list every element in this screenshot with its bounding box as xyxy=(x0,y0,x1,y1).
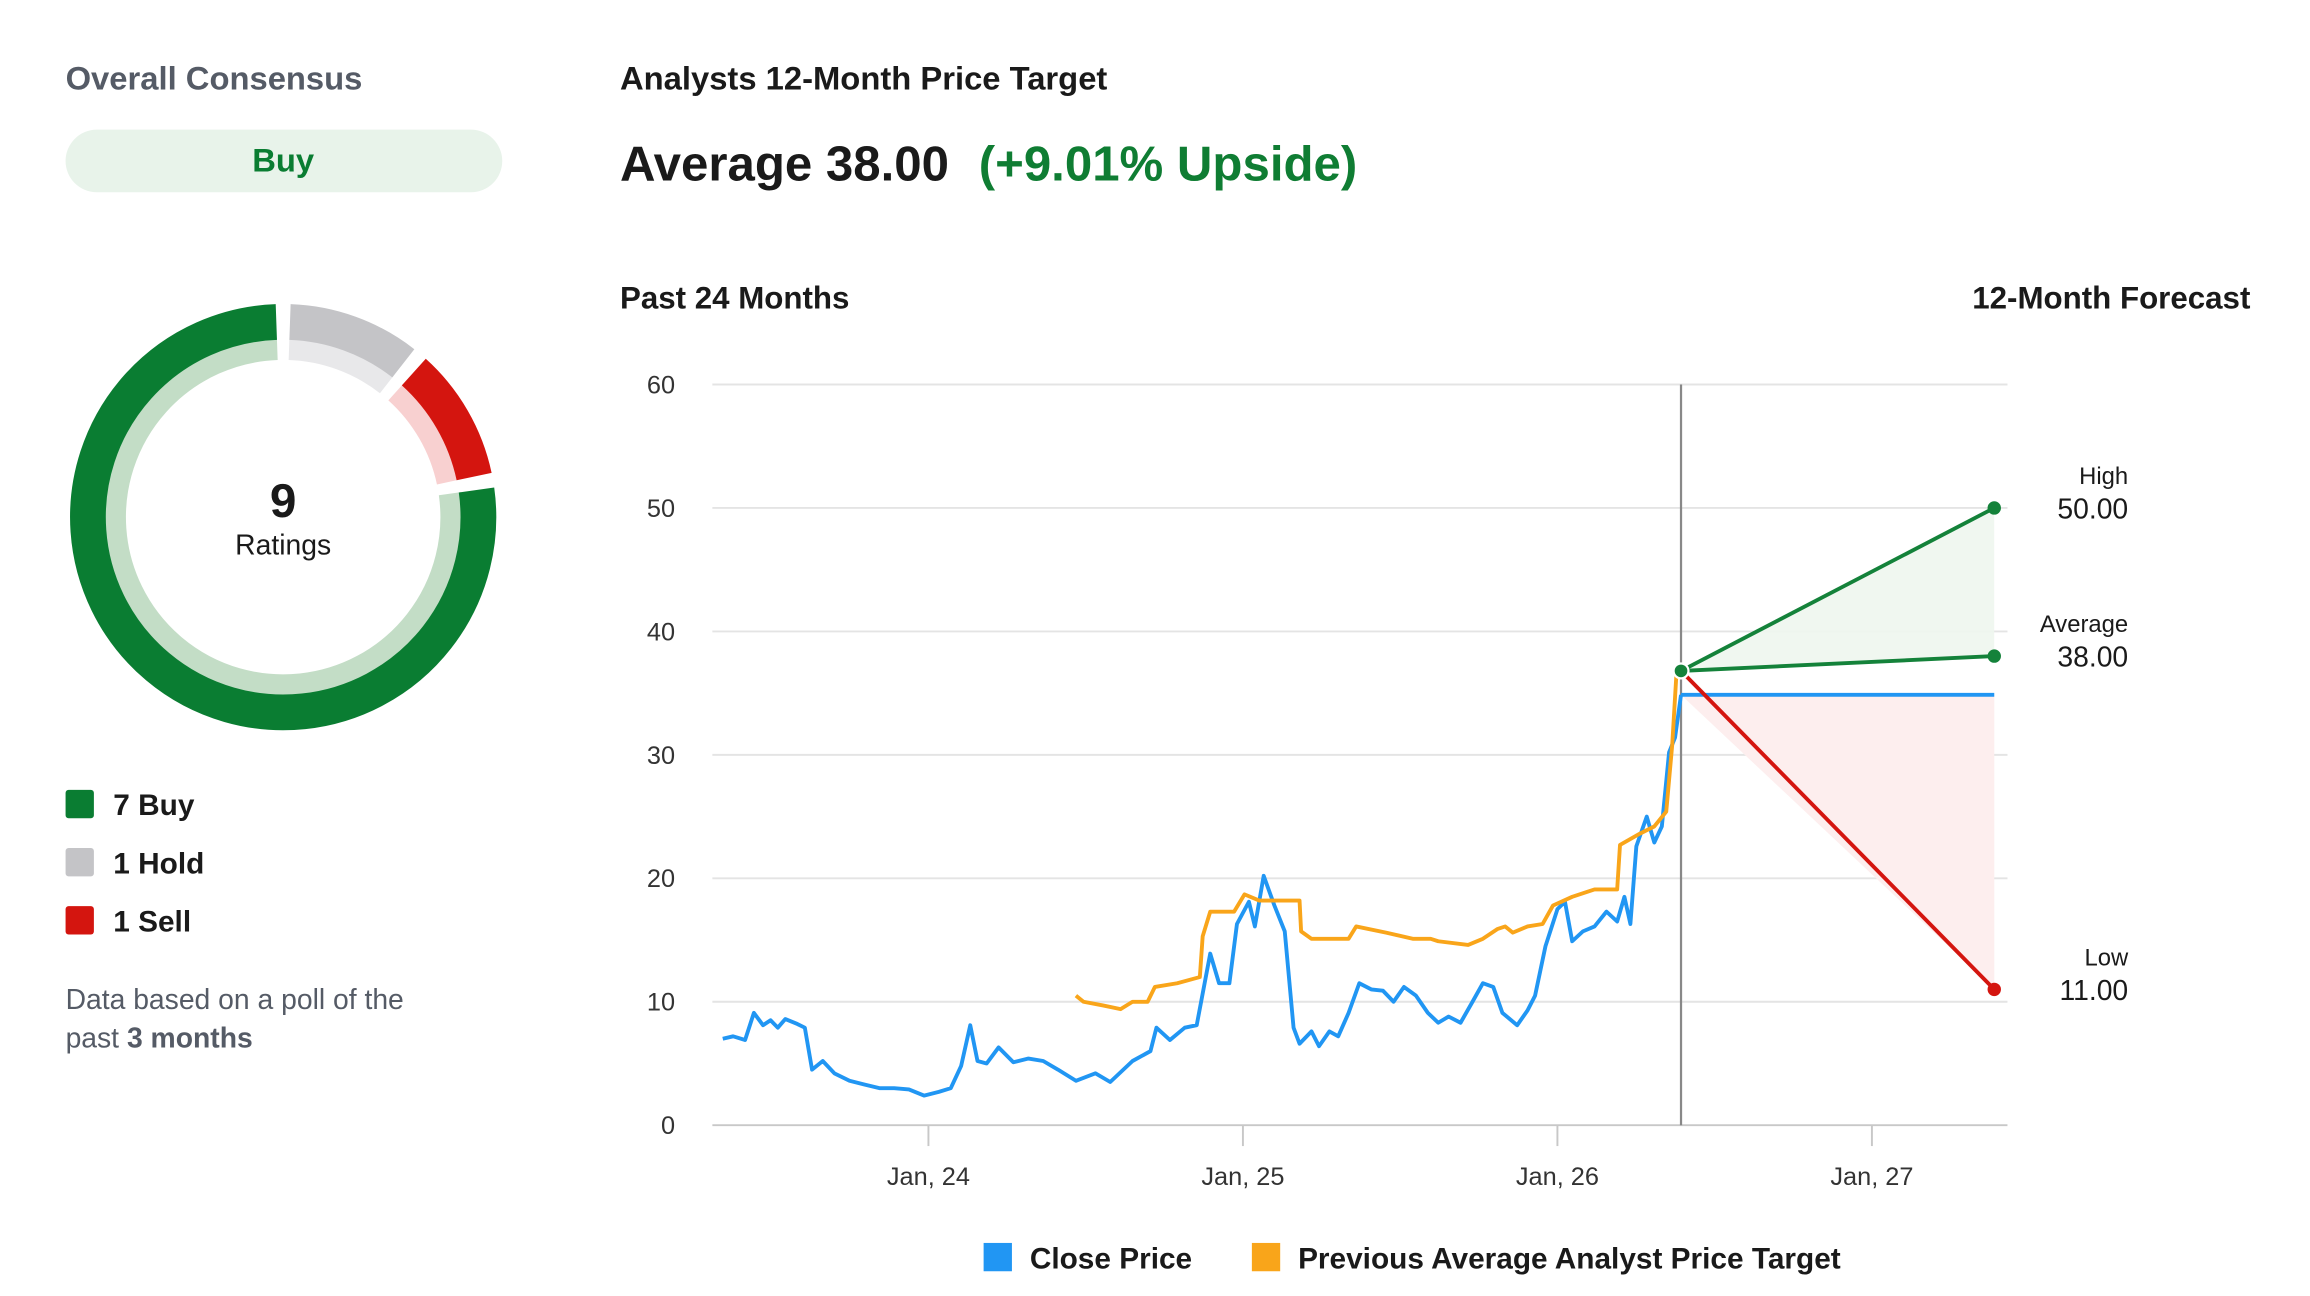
x-tick-label: Jan, 26 xyxy=(1516,1163,1599,1191)
note-text: past xyxy=(66,1022,120,1054)
donut-segment xyxy=(401,358,492,481)
consensus-title: Overall Consensus xyxy=(66,59,363,96)
target-point xyxy=(1987,982,2001,997)
legend-swatch xyxy=(1251,1242,1281,1272)
legend-entry: 1 Hold xyxy=(113,847,204,880)
target-name: High xyxy=(2079,463,2128,490)
legend-entry: 7 Buy xyxy=(113,789,195,822)
x-tick-label: Jan, 24 xyxy=(887,1163,970,1191)
y-tick-label: 30 xyxy=(647,742,675,770)
donut-total: 9 xyxy=(270,475,297,528)
headline-label: Average xyxy=(620,136,812,191)
legend-label: Previous Average Analyst Price Target xyxy=(1298,1242,1841,1275)
target-value: 11.00 xyxy=(2059,974,2128,1006)
rating: Buy xyxy=(252,141,315,178)
donut-inner xyxy=(103,337,463,697)
right-title: 12-Month Forecast xyxy=(1972,281,2251,316)
y-tick-label: 0 xyxy=(661,1112,675,1140)
y-tick-label: 60 xyxy=(647,371,675,399)
y-tick-label: 20 xyxy=(647,865,675,893)
headline-value: 38.00 xyxy=(826,136,949,191)
target-name: Average xyxy=(2040,611,2128,638)
target-title: Analysts 12-Month Price Target xyxy=(620,59,1107,96)
legend-swatch xyxy=(65,789,94,819)
legend-label: Hold xyxy=(138,847,204,880)
donut-inner xyxy=(388,383,459,485)
note: Data based on a poll of the xyxy=(66,983,404,1015)
donut-segment xyxy=(70,304,497,731)
rating-pill xyxy=(65,129,503,193)
donut-segment xyxy=(288,304,415,378)
target-point xyxy=(1987,501,2001,515)
target-value: 50.00 xyxy=(2057,492,2128,524)
target-line xyxy=(1680,506,1996,673)
legend-swatch xyxy=(65,848,94,877)
donut-inner xyxy=(288,337,394,394)
legend-count: 1 xyxy=(113,847,130,880)
target-value: 38.00 xyxy=(2057,641,2128,673)
y-tick-label: 10 xyxy=(647,989,675,1017)
donut-label: Ratings xyxy=(235,528,331,560)
note: past 3 months xyxy=(66,1022,253,1054)
target-name: Low xyxy=(2084,945,2129,972)
target-line xyxy=(1679,669,1996,991)
legend-entry: 1 Sell xyxy=(113,905,191,938)
series-line xyxy=(722,694,1683,1098)
legend-swatch xyxy=(65,906,94,935)
forecast-start xyxy=(1672,662,1690,680)
y-tick-label: 50 xyxy=(647,495,675,523)
x-tick-label: Jan, 25 xyxy=(1201,1163,1284,1191)
legend-count: 1 xyxy=(113,905,130,938)
left-title: Past 24 Months xyxy=(620,281,849,316)
target-line xyxy=(1680,654,1995,673)
series-line xyxy=(1074,668,1682,1012)
legend-label: Close Price xyxy=(1030,1242,1192,1275)
target-point xyxy=(1987,649,2001,663)
downside-area xyxy=(1681,694,1995,990)
headline-upside: (+9.01% Upside) xyxy=(979,136,1358,191)
legend-count: 7 xyxy=(113,789,130,822)
legend-swatch xyxy=(983,1242,1012,1272)
note-bold: 3 months xyxy=(127,1022,253,1054)
x-tick-label: Jan, 27 xyxy=(1830,1163,1913,1191)
legend-label: Buy xyxy=(138,789,195,822)
headline: Average 38.00 (+9.01% Upside) xyxy=(620,136,1357,191)
y-tick-label: 40 xyxy=(647,618,675,646)
legend-label: Sell xyxy=(138,905,191,938)
